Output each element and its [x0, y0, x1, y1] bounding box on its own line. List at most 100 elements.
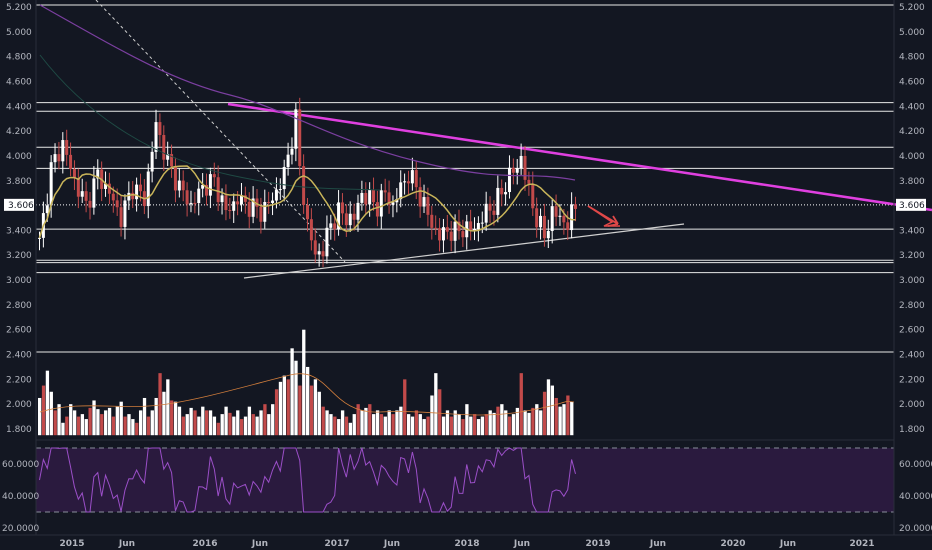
- volume-bar: [329, 414, 333, 436]
- volume-bar: [271, 404, 275, 436]
- volume-bar: [492, 412, 496, 436]
- candle-body: [104, 183, 108, 189]
- volume-bar: [224, 406, 228, 436]
- volume-bar: [166, 379, 170, 436]
- candle-body: [131, 192, 135, 200]
- y-tick-label-left: 5.000: [6, 28, 32, 38]
- volume-bar: [391, 414, 395, 436]
- volume-bar: [201, 406, 205, 436]
- volume-bar: [504, 410, 508, 436]
- volume-bar: [123, 416, 127, 436]
- volume-bar: [205, 410, 209, 436]
- volume-bar: [84, 419, 88, 436]
- y-tick-label-left: 3.400: [6, 226, 32, 236]
- volume-bar: [511, 414, 516, 436]
- last-price-badge-right: [896, 198, 926, 211]
- volume-bar: [395, 410, 399, 436]
- candle-body: [403, 181, 407, 183]
- candle-body: [461, 231, 465, 238]
- candle-body: [80, 191, 84, 197]
- candle-body: [236, 201, 240, 205]
- volume-bar: [189, 407, 193, 436]
- y-tick-label-right: 4.800: [899, 53, 925, 63]
- volume-bar: [239, 419, 244, 436]
- volume-bar: [500, 404, 504, 436]
- candle-body: [321, 251, 325, 257]
- candle-body: [138, 184, 142, 192]
- volume-bar: [158, 373, 162, 436]
- volume-bar: [49, 391, 53, 436]
- candle-body: [395, 199, 399, 203]
- candle-body: [406, 181, 410, 184]
- y-tick-label-right: 2.200: [899, 375, 925, 385]
- candle-body: [224, 195, 228, 211]
- candle-body: [201, 184, 205, 189]
- candle-body: [333, 223, 337, 230]
- candle-body: [511, 167, 515, 173]
- volume-bar: [243, 416, 248, 436]
- candle-body: [550, 206, 554, 232]
- volume-bar: [135, 422, 139, 436]
- volume-bar: [364, 407, 368, 436]
- volume-bar: [92, 400, 96, 436]
- volume-bar: [107, 407, 112, 436]
- volume-bar: [507, 416, 512, 436]
- volume-bar: [255, 416, 259, 436]
- candle-body: [317, 251, 321, 255]
- volume-bar: [65, 416, 69, 436]
- volume-bar: [274, 389, 279, 436]
- volume-bar: [96, 409, 100, 436]
- volume-bar: [197, 416, 201, 436]
- volume-bar: [457, 414, 461, 436]
- candle-body: [243, 195, 247, 202]
- candle-body: [88, 200, 92, 208]
- x-tick-label: Jun: [779, 539, 796, 549]
- volume-bar: [352, 414, 356, 436]
- candle-body: [146, 171, 150, 207]
- volume-bar: [181, 416, 186, 436]
- y-tick-label-left: 3.200: [6, 251, 32, 261]
- candle-body: [554, 206, 558, 217]
- y-tick-label-left: 5.200: [6, 3, 32, 13]
- candle-body: [539, 215, 543, 228]
- candle-body: [189, 202, 193, 205]
- candle-body: [177, 180, 181, 191]
- slow-moving-average: [39, 4, 576, 181]
- volume-bar: [212, 416, 217, 436]
- candle-body: [570, 204, 574, 231]
- volume-bar: [294, 360, 298, 436]
- volume-bar: [41, 385, 46, 436]
- volume-bar: [535, 404, 539, 436]
- volume-bar: [488, 410, 492, 436]
- candle-body: [193, 202, 197, 204]
- candle-body: [453, 221, 457, 241]
- y-tick-label-right: 2.800: [899, 301, 925, 311]
- candle-body: [267, 202, 271, 204]
- volume-bar: [344, 416, 349, 436]
- x-tick-label: Jun: [118, 539, 135, 549]
- candle-body: [61, 140, 65, 162]
- y-tick-label-left: 4.000: [6, 152, 32, 162]
- rsi-tick-label-left: 40.0000: [2, 492, 39, 502]
- volume-bar: [379, 414, 384, 436]
- volume-bar: [453, 410, 457, 436]
- candle-body: [208, 174, 212, 196]
- volume-bar: [550, 385, 554, 436]
- volume-bar: [539, 410, 543, 436]
- rsi-tick-label-left: 60.0000: [2, 460, 39, 470]
- volume-bar: [465, 404, 469, 436]
- candle-body: [162, 135, 166, 160]
- volume-bar: [461, 419, 465, 436]
- x-tick-label: 2016: [192, 539, 217, 549]
- volume-bar: [53, 410, 57, 436]
- volume-bar: [282, 375, 286, 436]
- y-tick-label-left: 2.000: [6, 400, 32, 410]
- candle-body: [92, 178, 96, 208]
- candle-body: [500, 187, 504, 195]
- volume-bar: [278, 381, 283, 436]
- volume-bar: [216, 422, 220, 436]
- rsi-tick-label-right: 40.0000: [899, 492, 932, 502]
- candle-body: [375, 202, 379, 217]
